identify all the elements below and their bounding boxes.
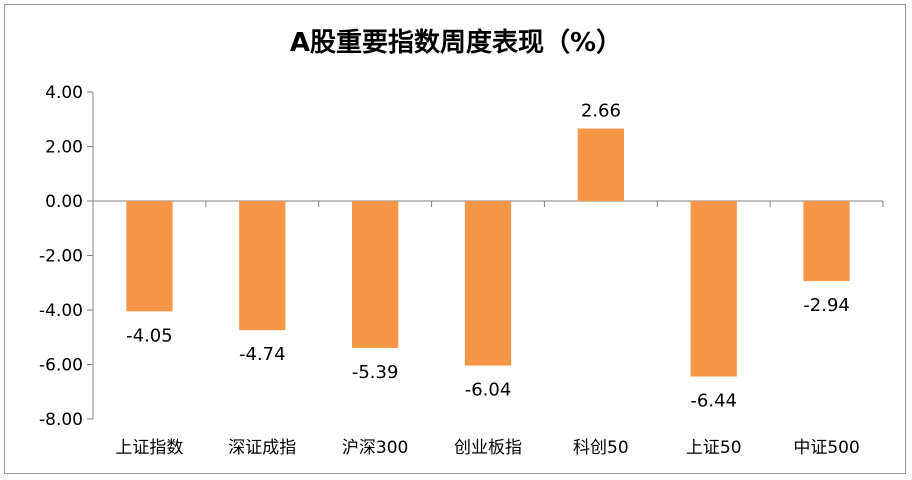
data-label: -2.94 — [803, 295, 850, 316]
bar — [690, 201, 737, 377]
chart-axes: 4.00 2.00 0.00 -2.00 -4.00 -6.00 -8.00 — [39, 83, 884, 430]
data-label: -5.39 — [352, 362, 399, 383]
category-label: 深证成指 — [228, 438, 296, 458]
y-tick-label: 2.00 — [45, 138, 83, 158]
bar — [577, 128, 624, 201]
bar — [803, 201, 850, 282]
y-tick-label: -2.00 — [39, 247, 83, 267]
data-label: 2.66 — [581, 101, 621, 122]
category-label: 中证500 — [793, 438, 859, 458]
data-label: -4.05 — [126, 325, 173, 346]
chart-title: A股重要指数周度表现（%） — [289, 28, 623, 58]
bar — [464, 201, 512, 366]
bar — [352, 201, 399, 348]
y-tick-label: -6.00 — [39, 356, 83, 376]
y-tick-label: 4.00 — [45, 83, 83, 103]
y-tick-label: 0.00 — [45, 192, 83, 212]
y-tick-label: -4.00 — [39, 301, 83, 321]
category-label: 沪深300 — [342, 438, 408, 458]
data-label: -6.44 — [690, 390, 737, 411]
y-tick-label: -8.00 — [39, 410, 83, 430]
category-label: 创业板指 — [454, 438, 522, 458]
bar — [126, 201, 173, 312]
data-label: -6.04 — [465, 380, 512, 401]
bar — [239, 201, 286, 331]
data-label: -4.74 — [239, 344, 286, 365]
category-label: 科创50 — [573, 438, 629, 458]
category-label: 上证指数 — [115, 438, 183, 458]
category-label: 上证50 — [686, 438, 742, 458]
chart-bars — [126, 128, 850, 377]
chart-labels: -4.05 上证指数 -4.74 深证成指 -5.39 沪深300 -6.04 创业板指 2.6… — [115, 101, 859, 458]
